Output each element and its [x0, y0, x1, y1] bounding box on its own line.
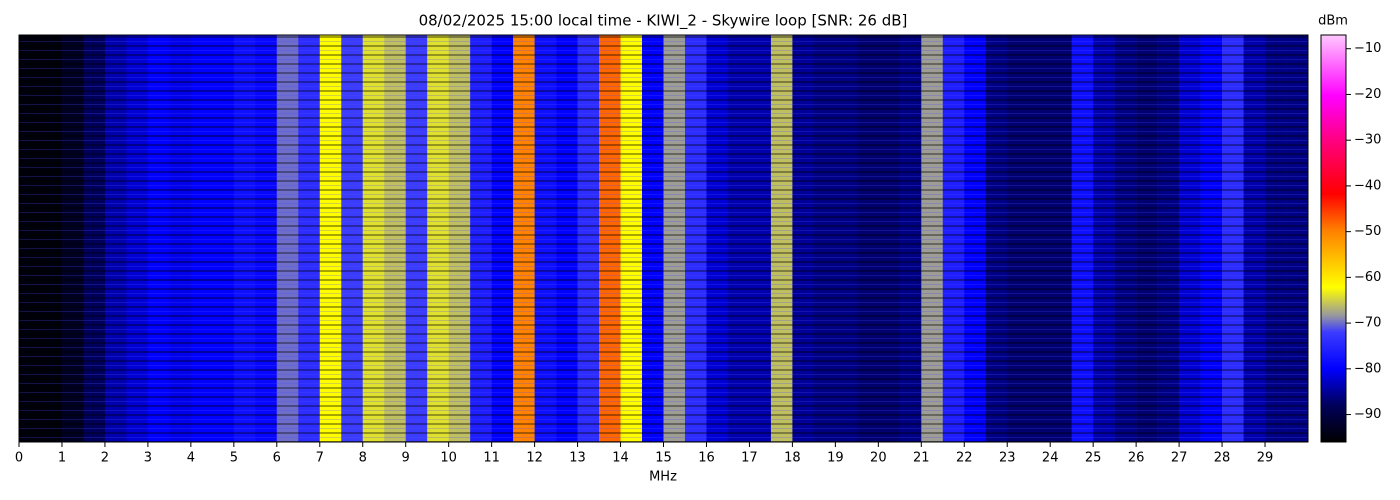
colorbar-tick-label: −60	[1354, 270, 1381, 285]
x-tick-label: 7	[316, 451, 324, 466]
chart-title: 08/02/2025 15:00 local time - KIWI_2 - S…	[419, 12, 908, 31]
x-tick-label: 17	[741, 451, 758, 466]
x-tick-label: 10	[440, 451, 457, 466]
colorbar-tick-label: −30	[1354, 133, 1381, 148]
x-tick-label: 6	[273, 451, 281, 466]
x-tick-label: 28	[1214, 451, 1231, 466]
x-tick-label: 4	[187, 451, 195, 466]
colorbar-tick-label: −90	[1354, 407, 1381, 422]
x-tick-label: 27	[1171, 451, 1188, 466]
x-tick-label: 11	[483, 451, 500, 466]
colorbar-tick-label: −10	[1354, 41, 1381, 56]
colorbar-tick-label: −20	[1354, 87, 1381, 102]
x-tick-label: 15	[655, 451, 672, 466]
colorbar-tick-label: −50	[1354, 224, 1381, 239]
x-tick-label: 29	[1257, 451, 1274, 466]
x-tick-label: 5	[230, 451, 238, 466]
x-tick-label: 19	[827, 451, 844, 466]
x-tick-label: 25	[1085, 451, 1102, 466]
colorbar-tick-label: −40	[1354, 178, 1381, 193]
colorbar-tick-label: −80	[1354, 361, 1381, 376]
colorbar-label: dBm	[1318, 14, 1348, 29]
colorbar-tick-label: −70	[1354, 316, 1381, 331]
x-tick-label: 8	[359, 451, 367, 466]
x-tick-label: 24	[1042, 451, 1059, 466]
x-tick-label: 2	[101, 451, 109, 466]
x-tick-label: 21	[913, 451, 930, 466]
x-tick-label: 26	[1128, 451, 1145, 466]
x-tick-label: 9	[402, 451, 410, 466]
x-tick-label: 13	[569, 451, 586, 466]
x-tick-label: 1	[58, 451, 66, 466]
colorbar	[1320, 34, 1347, 443]
x-tick-label: 12	[526, 451, 543, 466]
x-tick-label: 0	[15, 451, 23, 466]
x-tick-label: 18	[784, 451, 801, 466]
x-axis-label: MHz	[649, 470, 677, 485]
x-tick-label: 20	[870, 451, 887, 466]
x-tick-label: 3	[144, 451, 152, 466]
row-texture	[19, 35, 1308, 442]
x-tick-label: 16	[698, 451, 715, 466]
x-tick-label: 22	[956, 451, 973, 466]
x-tick-label: 14	[612, 451, 629, 466]
x-tick-label: 23	[999, 451, 1016, 466]
